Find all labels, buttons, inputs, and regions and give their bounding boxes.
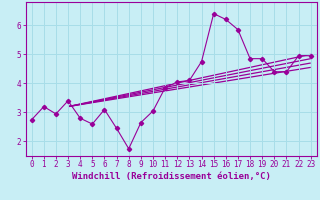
- X-axis label: Windchill (Refroidissement éolien,°C): Windchill (Refroidissement éolien,°C): [72, 172, 271, 181]
